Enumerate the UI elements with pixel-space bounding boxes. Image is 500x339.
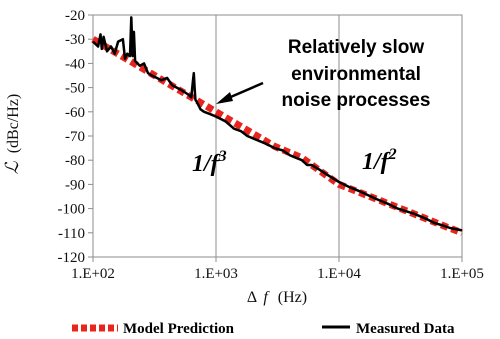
grid-lines xyxy=(215,15,340,257)
plot-frame xyxy=(88,14,463,262)
x-axis-prefix: Δ xyxy=(247,289,257,306)
measured-data-line xyxy=(92,16,463,232)
y-tick-label: -80 xyxy=(65,153,85,169)
annotation-arrow xyxy=(216,81,264,104)
slope-label-f2-exp: 2 xyxy=(388,146,397,163)
tick-labels: -20-30-40-50-60-70-80-90-100-110-1201.E+… xyxy=(58,8,484,282)
slope-label-f3-base: 1/f xyxy=(192,151,221,177)
x-tick-label: 1.E+05 xyxy=(440,266,484,282)
legend: Model Prediction Measured Data xyxy=(72,321,455,337)
legend-model-label: Model Prediction xyxy=(123,321,235,337)
legend-measured-label: Measured Data xyxy=(356,321,455,337)
slope-label-f2-base: 1/f xyxy=(362,149,391,175)
y-axis-unit: (dBc/Hz) xyxy=(5,94,22,154)
annotation-line-3: noise processes xyxy=(282,90,431,111)
slope-label-f2: 1/f2 xyxy=(362,146,397,175)
slope-label-f3-exp: 3 xyxy=(218,148,227,165)
annotation-arrow-head xyxy=(216,92,233,104)
annotation-text: Relatively slow environmental noise proc… xyxy=(282,37,431,111)
annotation-arrow-shaft xyxy=(225,81,264,101)
y-tick-label: -120 xyxy=(58,250,86,266)
series-lines xyxy=(91,16,464,237)
y-tick-label: -40 xyxy=(65,56,85,72)
y-tick-label: -20 xyxy=(65,8,85,24)
x-tick-label: 1.E+02 xyxy=(71,266,115,282)
x-axis-label: Δ f (Hz) xyxy=(247,289,307,306)
y-tick-label: -110 xyxy=(58,226,85,242)
y-axis-symbol: ℒ xyxy=(2,160,22,174)
x-axis-var: f xyxy=(263,289,270,306)
y-axis-label: ℒ (dBc/Hz) xyxy=(2,94,22,175)
slope-label-f3: 1/f3 xyxy=(192,148,227,177)
y-tick-label: -30 xyxy=(65,32,85,48)
y-tick-label: -50 xyxy=(65,81,85,97)
y-tick-label: -60 xyxy=(65,105,85,121)
y-tick-label: -70 xyxy=(65,129,85,145)
y-tick-label: -100 xyxy=(58,202,86,218)
model-prediction-line xyxy=(91,36,464,237)
x-tick-label: 1.E+04 xyxy=(317,266,361,282)
annotation-line-2: environmental xyxy=(291,64,421,85)
annotation-line-1: Relatively slow xyxy=(288,37,424,58)
x-tick-label: 1.E+03 xyxy=(194,266,238,282)
y-tick-label: -90 xyxy=(65,177,85,193)
x-axis-unit: (Hz) xyxy=(278,289,307,306)
